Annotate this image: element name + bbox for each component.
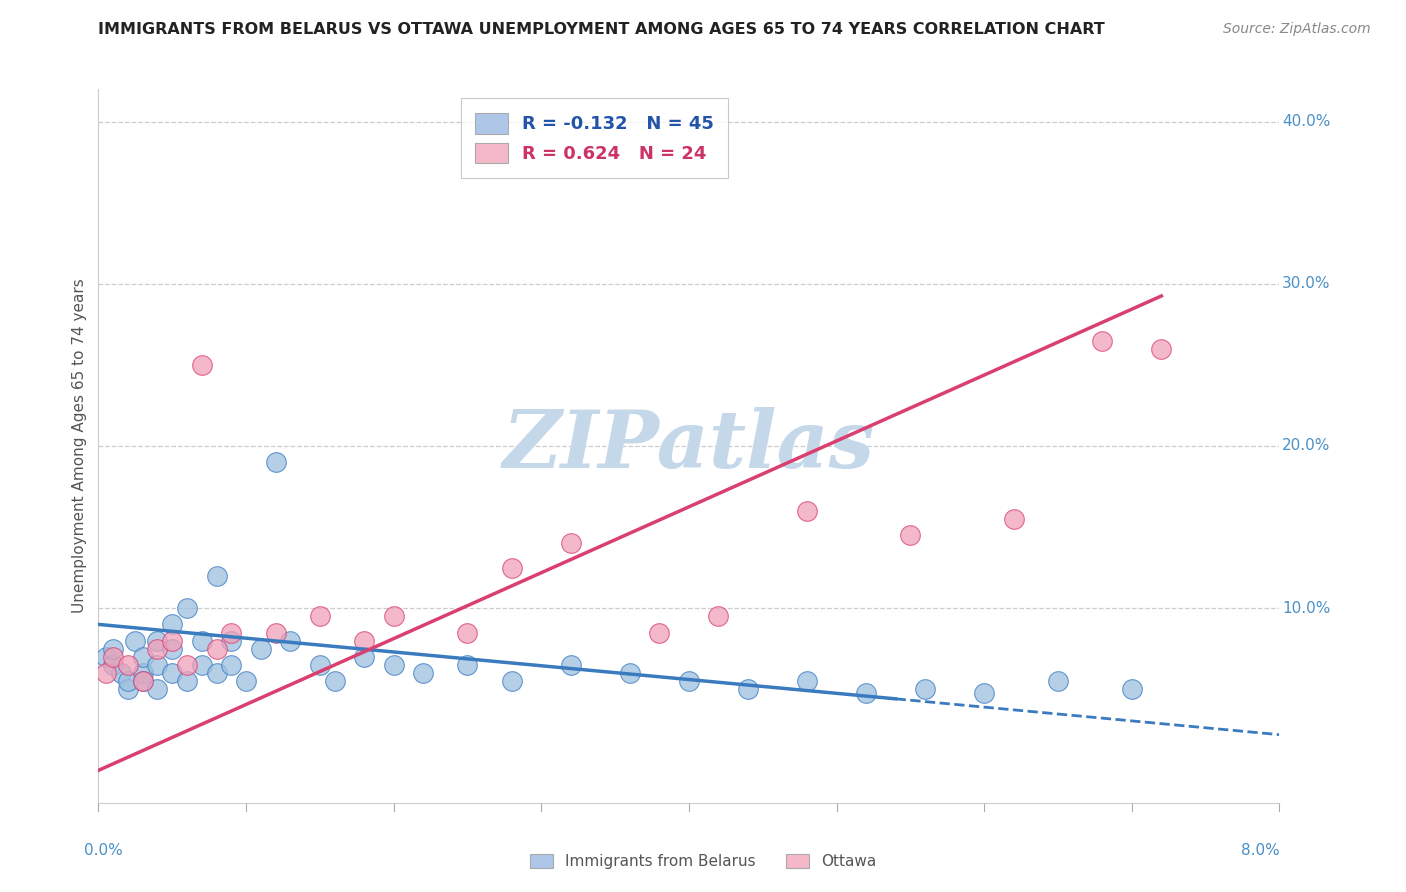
- Point: [117, 682, 139, 697]
- Point: [264, 625, 287, 640]
- Point: [117, 674, 139, 689]
- Point: [898, 528, 921, 542]
- Point: [914, 682, 936, 697]
- Point: [707, 609, 730, 624]
- Point: [191, 657, 214, 672]
- Point: [278, 633, 301, 648]
- Point: [353, 633, 375, 648]
- Point: [648, 625, 671, 640]
- Point: [250, 641, 273, 656]
- Point: [382, 609, 405, 624]
- Point: [103, 649, 124, 664]
- Text: 10.0%: 10.0%: [1282, 600, 1330, 615]
- Point: [1091, 334, 1114, 348]
- Point: [796, 674, 818, 689]
- Point: [235, 674, 257, 689]
- Point: [560, 536, 582, 550]
- Point: [146, 641, 169, 656]
- Point: [1046, 674, 1069, 689]
- Point: [162, 633, 183, 648]
- Point: [308, 657, 332, 672]
- Point: [323, 674, 346, 689]
- Point: [124, 633, 146, 648]
- Point: [219, 657, 242, 672]
- Point: [162, 666, 183, 681]
- Point: [264, 455, 287, 469]
- Legend: R = -0.132   N = 45, R = 0.624   N = 24: R = -0.132 N = 45, R = 0.624 N = 24: [461, 98, 728, 178]
- Point: [560, 657, 582, 672]
- Point: [176, 657, 198, 672]
- Point: [353, 649, 375, 664]
- Point: [132, 674, 155, 689]
- Text: 20.0%: 20.0%: [1282, 439, 1330, 453]
- Text: Source: ZipAtlas.com: Source: ZipAtlas.com: [1223, 22, 1371, 37]
- Point: [1002, 512, 1025, 526]
- Text: 0.0%: 0.0%: [84, 843, 122, 858]
- Point: [973, 685, 995, 699]
- Point: [176, 674, 198, 689]
- Text: 40.0%: 40.0%: [1282, 114, 1330, 129]
- Point: [456, 657, 478, 672]
- Text: 30.0%: 30.0%: [1282, 277, 1330, 292]
- Point: [132, 674, 155, 689]
- Point: [146, 657, 169, 672]
- Point: [412, 666, 434, 681]
- Point: [191, 633, 214, 648]
- Point: [146, 633, 169, 648]
- Point: [219, 633, 242, 648]
- Text: ZIPatlas: ZIPatlas: [503, 408, 875, 484]
- Point: [796, 504, 818, 518]
- Point: [191, 358, 214, 372]
- Point: [205, 568, 228, 582]
- Point: [117, 657, 139, 672]
- Point: [205, 641, 228, 656]
- Point: [94, 666, 117, 681]
- Point: [382, 657, 405, 672]
- Point: [162, 641, 183, 656]
- Y-axis label: Unemployment Among Ages 65 to 74 years: Unemployment Among Ages 65 to 74 years: [72, 278, 87, 614]
- Point: [456, 625, 478, 640]
- Point: [1121, 682, 1143, 697]
- Point: [678, 674, 700, 689]
- Point: [132, 666, 155, 681]
- Point: [205, 666, 228, 681]
- Point: [308, 609, 332, 624]
- Text: 8.0%: 8.0%: [1240, 843, 1279, 858]
- Point: [94, 649, 117, 664]
- Point: [501, 674, 523, 689]
- Legend: Immigrants from Belarus, Ottawa: Immigrants from Belarus, Ottawa: [523, 847, 883, 875]
- Point: [737, 682, 759, 697]
- Point: [176, 601, 198, 615]
- Text: IMMIGRANTS FROM BELARUS VS OTTAWA UNEMPLOYMENT AMONG AGES 65 TO 74 YEARS CORRELA: IMMIGRANTS FROM BELARUS VS OTTAWA UNEMPL…: [98, 22, 1105, 37]
- Point: [855, 685, 877, 699]
- Point: [103, 657, 124, 672]
- Point: [110, 666, 132, 681]
- Point: [146, 682, 169, 697]
- Point: [1150, 342, 1173, 356]
- Point: [501, 560, 523, 574]
- Point: [103, 641, 124, 656]
- Point: [132, 649, 155, 664]
- Point: [619, 666, 641, 681]
- Point: [162, 617, 183, 632]
- Point: [219, 625, 242, 640]
